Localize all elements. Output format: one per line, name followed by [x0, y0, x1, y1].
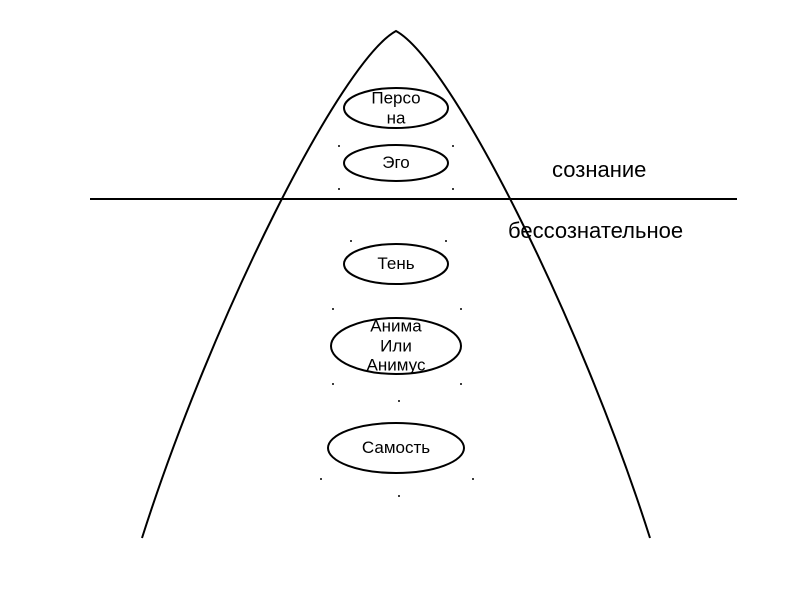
decorative-dot [472, 478, 474, 480]
decorative-dot [332, 308, 334, 310]
decorative-dot [320, 478, 322, 480]
node-label-ego: Эго [382, 153, 410, 173]
decorative-dot [398, 400, 400, 402]
region-label-unconscious: бессознательное [508, 218, 683, 244]
decorative-dot [338, 188, 340, 190]
decorative-dot [452, 188, 454, 190]
node-label-shadow: Тень [377, 254, 414, 274]
decorative-dot [460, 308, 462, 310]
decorative-dot [445, 240, 447, 242]
node-label-persona: Персо на [371, 88, 420, 127]
region-label-conscious: сознание [552, 157, 646, 183]
decorative-dot [452, 145, 454, 147]
decorative-dot [332, 383, 334, 385]
node-label-self: Самость [362, 438, 430, 458]
node-label-anima: Анима Или Анимус [367, 317, 426, 376]
decorative-dot [350, 240, 352, 242]
decorative-dot [460, 383, 462, 385]
decorative-dot [398, 495, 400, 497]
decorative-dot [338, 145, 340, 147]
